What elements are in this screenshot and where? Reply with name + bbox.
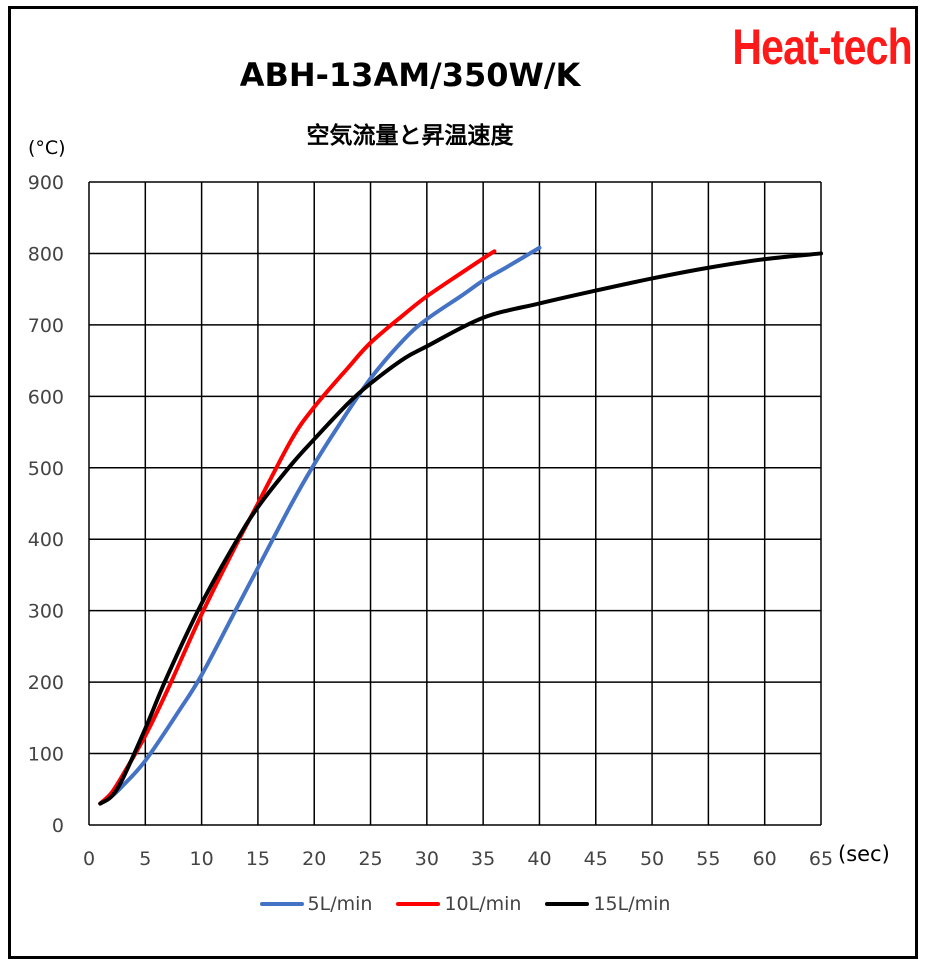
legend-item: 10L/min <box>396 893 521 915</box>
y-tick-label: 100 <box>28 744 64 766</box>
x-tick-label: 35 <box>471 848 495 870</box>
y-tick-label: 400 <box>28 529 64 551</box>
chart-title: ABH-13AM/350W/K <box>239 56 581 94</box>
legend-swatch <box>545 902 590 906</box>
x-tick-label: 55 <box>696 848 720 870</box>
x-tick-label: 15 <box>246 848 270 870</box>
y-tick-label: 0 <box>52 815 64 837</box>
brand-logo: Heat-tech <box>732 19 913 75</box>
x-tick-label: 10 <box>190 848 214 870</box>
chart-subtitle: 空気流量と昇温速度 <box>306 123 514 149</box>
x-tick-label: 0 <box>83 848 95 870</box>
x-tick-label: 30 <box>415 848 439 870</box>
y-axis-unit: (°C) <box>28 137 66 159</box>
series-line-5l-min <box>98 245 542 806</box>
legend-swatch <box>396 902 441 906</box>
y-tick-label: 700 <box>28 315 64 337</box>
x-tick-label: 60 <box>753 848 777 870</box>
x-tick-label: 20 <box>302 848 326 870</box>
x-tick-label: 5 <box>139 848 151 870</box>
legend-item: 15L/min <box>545 893 670 915</box>
y-tick-label: 900 <box>28 172 64 194</box>
x-tick-label: 40 <box>527 848 551 870</box>
legend-label: 10L/min <box>444 893 522 915</box>
legend-swatch <box>259 902 304 906</box>
series-line-10l-min <box>98 249 497 806</box>
y-tick-label: 300 <box>28 601 64 623</box>
legend-item: 5L/min <box>259 893 373 915</box>
legend-label: 15L/min <box>593 893 671 915</box>
x-axis-unit: (sec) <box>838 842 890 866</box>
x-tick-label: 50 <box>640 848 664 870</box>
y-tick-label: 200 <box>28 672 64 694</box>
y-tick-label: 500 <box>28 458 64 480</box>
chart-legend: 5L/min 10L/min 15L/min <box>0 893 930 915</box>
legend-label: 5L/min <box>307 893 373 915</box>
y-tick-label: 600 <box>28 386 64 408</box>
chart-frame <box>8 6 918 959</box>
y-tick-label: 800 <box>28 243 64 265</box>
x-tick-label: 25 <box>358 848 382 870</box>
series-line-15l-min <box>98 251 823 806</box>
x-tick-label: 65 <box>809 848 833 870</box>
x-tick-label: 45 <box>584 848 608 870</box>
